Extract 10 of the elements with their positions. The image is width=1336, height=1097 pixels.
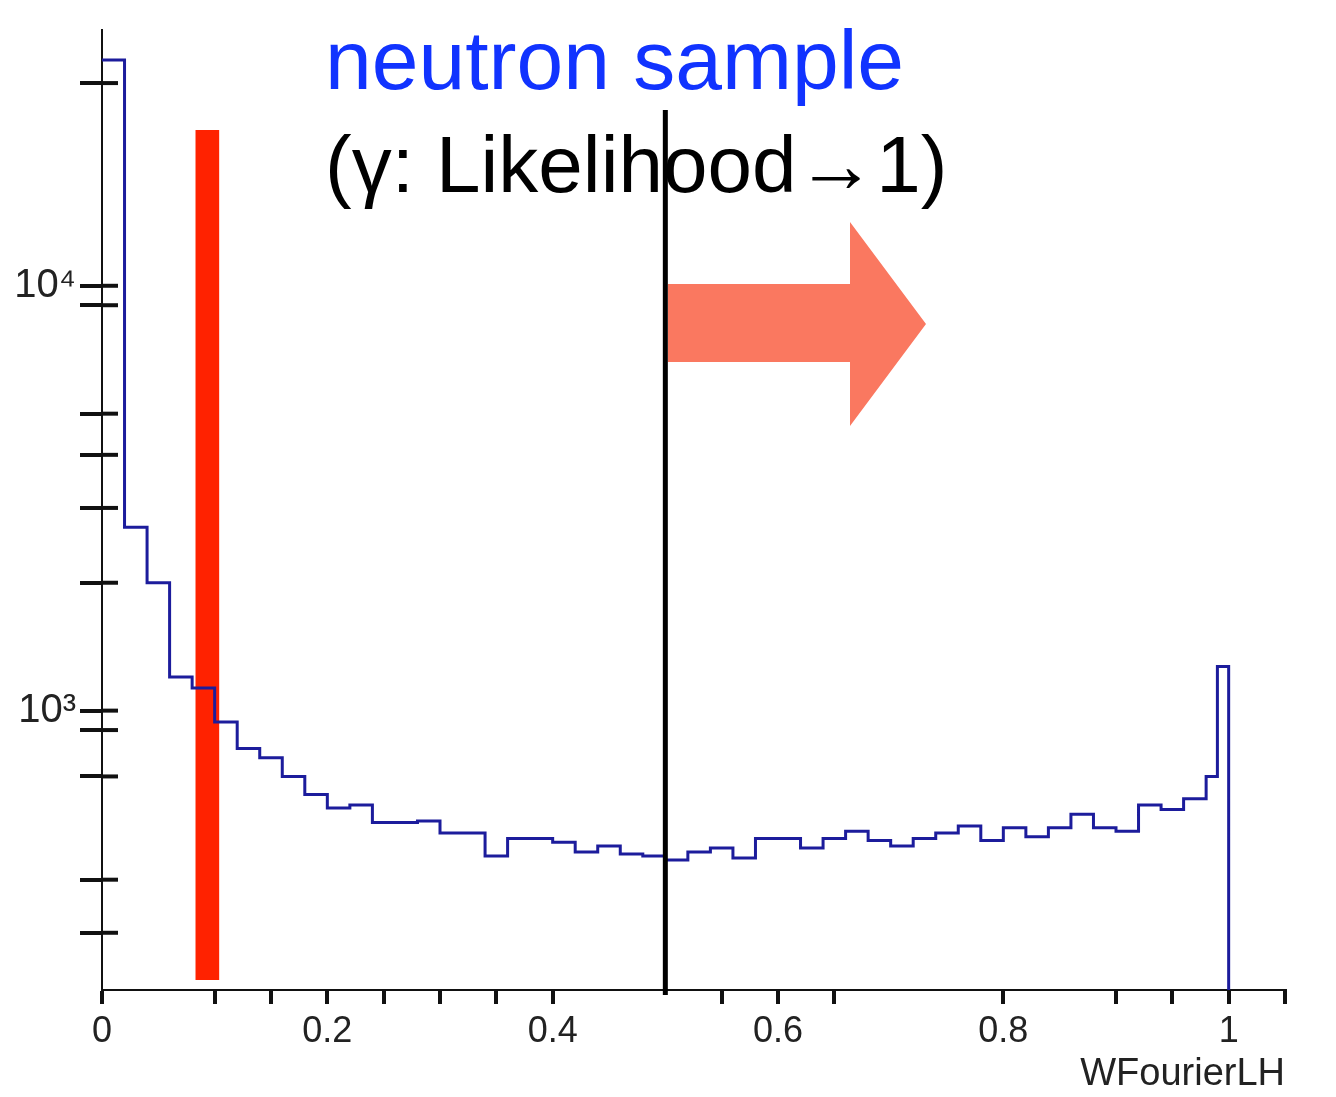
x-tick-label: 0 [91, 1008, 113, 1050]
x-tick-label: 0.6 [752, 1008, 804, 1050]
x-tick-label: 0.4 [527, 1008, 578, 1050]
x-axis-title: WFourierLH [1080, 1050, 1285, 1093]
x-tick-label: 1 [1218, 1008, 1239, 1050]
y-tick-label: 10³ [18, 685, 76, 730]
y-tick-label: 10⁴ [14, 260, 76, 305]
x-tick-label: 0.2 [302, 1008, 353, 1050]
x-tick-label: 0.8 [978, 1008, 1029, 1050]
chart-title: neutron sample [325, 13, 905, 107]
